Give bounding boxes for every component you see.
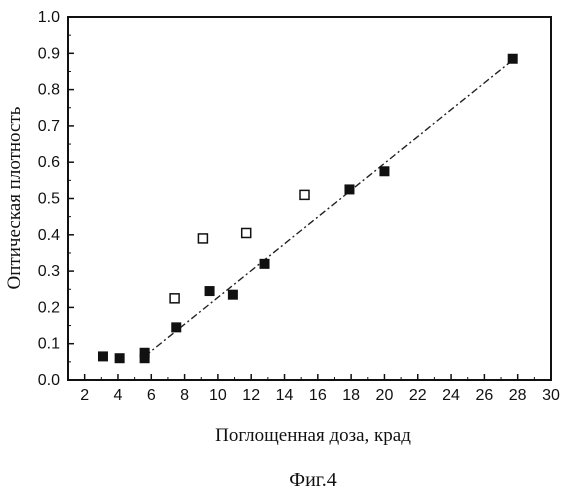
filled-square-point [260, 259, 269, 268]
x-tick-label: 14 [276, 387, 294, 404]
fit-line [145, 59, 515, 357]
filled-square-point [228, 290, 237, 299]
x-axis-title: Поглощенная доза, крад [215, 425, 411, 446]
y-tick-label: 0.1 [38, 336, 60, 353]
y-tick-label: 0.2 [38, 299, 60, 316]
x-tick-label: 20 [376, 387, 394, 404]
x-tick-label: 12 [242, 387, 260, 404]
filled-square-point [98, 352, 107, 361]
y-tick-label: 0.5 [38, 191, 60, 208]
filled-square-point [205, 287, 214, 296]
filled-square-point [140, 354, 149, 363]
open-square-point [300, 190, 309, 199]
open-square-point [170, 294, 179, 303]
filled-square-point [115, 354, 124, 363]
x-tick-label: 22 [409, 387, 427, 404]
data-points [98, 54, 517, 362]
x-tick-label: 16 [309, 387, 327, 404]
filled-square-point [345, 185, 354, 194]
y-axis-title: Оптическая плотность [4, 106, 25, 289]
filled-square-point [380, 167, 389, 176]
x-tick-label: 6 [147, 387, 156, 404]
y-tick-label: 0.0 [38, 372, 60, 389]
x-tick-label: 26 [475, 387, 493, 404]
x-tick-label: 28 [509, 387, 527, 404]
filled-square-point [508, 54, 517, 63]
x-tick-label: 24 [442, 387, 460, 404]
y-tick-label: 0.8 [38, 82, 60, 99]
x-axis: 24681012141618202224262830 [80, 374, 560, 404]
y-tick-label: 0.3 [38, 263, 60, 280]
x-tick-label: 30 [542, 387, 560, 404]
x-tick-label: 18 [342, 387, 360, 404]
y-tick-label: 0.9 [38, 45, 60, 62]
filled-square-point [172, 323, 181, 332]
x-tick-label: 2 [80, 387, 89, 404]
open-square-point [198, 234, 207, 243]
open-square-point [242, 228, 251, 237]
x-tick-label: 8 [180, 387, 189, 404]
figure-caption: Фиг.4 [289, 469, 336, 491]
y-tick-label: 1.0 [38, 9, 60, 26]
y-tick-label: 0.7 [38, 118, 60, 135]
y-tick-label: 0.4 [38, 227, 60, 244]
x-tick-label: 10 [209, 387, 227, 404]
x-tick-label: 4 [114, 387, 123, 404]
fit-line-group [145, 59, 515, 357]
y-tick-label: 0.6 [38, 154, 60, 171]
